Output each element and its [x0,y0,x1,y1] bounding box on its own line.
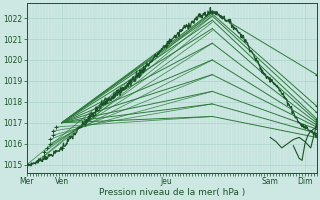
X-axis label: Pression niveau de la mer( hPa ): Pression niveau de la mer( hPa ) [99,188,245,197]
